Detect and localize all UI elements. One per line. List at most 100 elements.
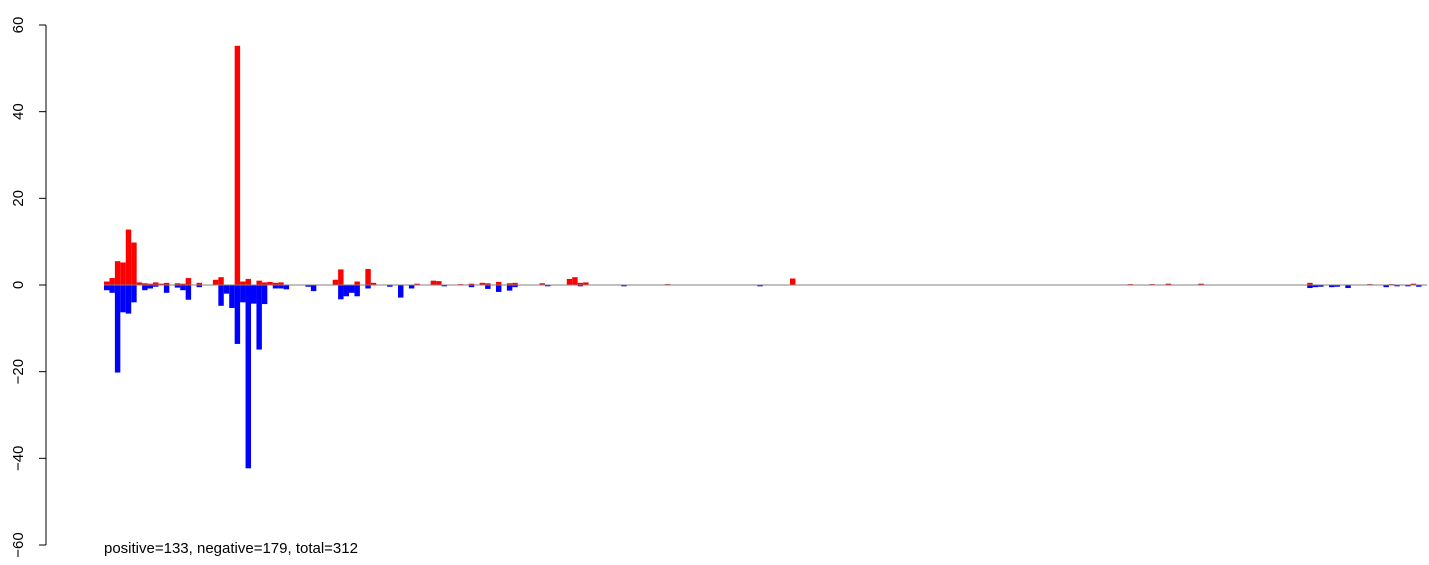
positive-bar (577, 282, 584, 285)
negative-bar (1345, 285, 1351, 289)
y-tick-label: 20 (10, 190, 27, 207)
positive-bar (583, 282, 589, 285)
bar-series (104, 45, 1422, 469)
positive-bar (1198, 283, 1204, 285)
y-tick-label: 60 (10, 17, 27, 34)
positive-bar (1410, 283, 1417, 285)
positive-bar (245, 278, 251, 285)
negative-bar (180, 285, 186, 291)
positive-bar (496, 281, 502, 285)
negative-bar (1416, 285, 1422, 287)
negative-bar (234, 285, 241, 344)
negative-bar (272, 285, 279, 289)
positive-bar (479, 282, 486, 285)
negative-bar (506, 285, 513, 291)
negative-bar (387, 285, 393, 287)
positive-bar (131, 242, 137, 285)
positive-bar (414, 283, 420, 285)
positive-bar (338, 269, 344, 285)
positive-bar (267, 281, 273, 285)
negative-bar (223, 285, 230, 294)
negative-bar (1329, 285, 1335, 288)
negative-bar (621, 285, 627, 287)
positive-bar (370, 282, 377, 285)
summary-caption: positive=133, negative=179, total=312 (104, 540, 358, 557)
positive-bar (506, 283, 513, 285)
positive-bar (261, 282, 268, 285)
y-tick-label: −20 (10, 359, 27, 384)
y-tick-label: 40 (10, 103, 27, 120)
positive-bar (153, 282, 159, 285)
positive-bar (125, 229, 132, 285)
negative-bar (218, 285, 224, 306)
positive-bar (468, 283, 475, 285)
negative-bar (408, 285, 415, 289)
positive-bar (158, 283, 164, 285)
positive-bar (354, 281, 360, 285)
negative-bar (125, 285, 132, 314)
positive-bar (332, 279, 339, 285)
negative-bar (349, 285, 355, 293)
negative-bar (1318, 285, 1324, 287)
negative-bar (343, 285, 349, 297)
positive-bar (365, 268, 371, 285)
negative-bar (577, 285, 584, 287)
negative-bar (1405, 285, 1411, 287)
y-tick-label: 0 (10, 281, 27, 289)
negative-bar (1307, 285, 1313, 289)
positive-bar (120, 262, 126, 285)
positive-bar (185, 278, 192, 285)
negative-bar (114, 285, 121, 373)
positive-bar (142, 283, 148, 285)
positive-bar (572, 277, 578, 285)
negative-bar (163, 285, 170, 293)
positive-bar (430, 280, 437, 285)
positive-bar (1165, 283, 1172, 285)
positive-bar (212, 279, 219, 285)
negative-bar (398, 285, 404, 298)
negative-bar (196, 285, 202, 288)
positive-bar (436, 281, 442, 285)
negative-bar (1394, 285, 1400, 287)
negative-bar (153, 285, 159, 287)
negative-bar (142, 285, 148, 291)
positive-bar (566, 278, 573, 285)
negative-bar (109, 285, 115, 293)
negative-bar (120, 285, 126, 313)
positive-bar (180, 283, 186, 285)
negative-bar (485, 285, 491, 289)
y-axis: −60 −40 −20 0 20 40 60 (10, 17, 47, 558)
negative-bar (251, 285, 257, 304)
negative-bar (240, 285, 246, 303)
negative-bar (512, 285, 518, 288)
negative-bar (757, 285, 763, 287)
positive-bar (278, 282, 284, 285)
negative-bar (305, 285, 311, 287)
negative-bar (174, 285, 181, 288)
negative-bar (256, 285, 262, 350)
negative-bar (283, 285, 290, 290)
negative-bar (261, 285, 268, 305)
positive-bar (234, 45, 241, 285)
positive-bar (1307, 282, 1313, 285)
negative-bar (245, 285, 251, 469)
positive-bar (114, 261, 121, 285)
negative-bar (185, 285, 192, 300)
positive-bar (539, 283, 545, 285)
negative-bar (365, 285, 371, 289)
negative-bar (147, 285, 153, 289)
negative-bar (468, 285, 475, 288)
positive-bar (256, 280, 262, 285)
negative-bar (354, 285, 360, 297)
positive-bar (512, 282, 518, 285)
negative-bar (1334, 285, 1340, 287)
positive-bar (136, 282, 143, 285)
negative-bar (310, 285, 317, 292)
y-tick-label: −60 (10, 532, 27, 557)
positive-bar (147, 283, 153, 285)
positive-bar (163, 282, 170, 285)
negative-bar (545, 285, 551, 287)
negative-bar (131, 285, 137, 303)
positive-bar (790, 278, 796, 285)
